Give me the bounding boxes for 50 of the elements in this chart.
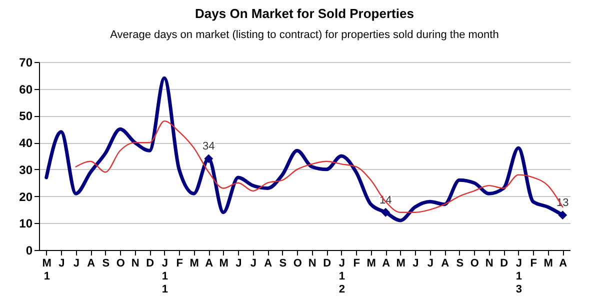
x-tick-label: A — [205, 258, 214, 270]
x-tick-label: N — [485, 258, 494, 270]
x-tick-label: J — [412, 258, 419, 270]
y-tick-label: 30 — [19, 162, 33, 177]
x-tick-label: J 1 3 — [516, 258, 522, 296]
x-tick-label: F — [176, 258, 184, 270]
x-tick-label: M — [396, 258, 406, 270]
x-tick-label: M — [366, 258, 376, 270]
x-tick-label: A — [441, 258, 450, 270]
y-tick-label: 20 — [19, 190, 33, 204]
x-tick-label: M — [219, 258, 228, 270]
x-tick-label: J 1 1 — [162, 258, 168, 296]
x-tick-label: J — [236, 258, 242, 270]
data-label: 34 — [202, 140, 215, 153]
x-tick-label: D — [146, 258, 154, 270]
x-tick-label: J — [250, 258, 256, 270]
x-tick-label: J — [427, 258, 434, 270]
x-tick-label: M — [190, 258, 199, 270]
y-tick-label: 60 — [19, 82, 33, 96]
x-tick-label: J 1 2 — [338, 258, 345, 296]
y-tick-label: 50 — [19, 109, 33, 124]
x-tick-label: J — [73, 258, 80, 270]
x-tick-label: M 1 — [42, 258, 52, 282]
x-tick-label: N — [131, 258, 140, 270]
y-tick-label: 40 — [19, 136, 33, 150]
x-tick-label: S — [456, 258, 464, 270]
x-tick-label: N — [308, 258, 316, 270]
x-tick-label: A — [87, 258, 96, 270]
y-tick-label: 0 — [26, 244, 33, 258]
x-tick-label: F — [353, 258, 360, 270]
x-tick-label: O — [470, 258, 480, 270]
point — [558, 210, 568, 220]
y-tick-label: 10 — [19, 216, 33, 231]
x-tick-label: M — [544, 258, 553, 270]
chart-title: Days On Market for Sold Properties — [195, 6, 414, 21]
x-tick-label: O — [293, 258, 302, 270]
x-tick-label: O — [116, 258, 126, 270]
x-tick-label: A — [559, 258, 568, 270]
x-tick-label: A — [264, 258, 272, 270]
point — [381, 208, 390, 217]
x-tick-label: S — [279, 258, 287, 270]
x-tick-label: A — [382, 258, 390, 270]
x-tick-label: J — [58, 258, 65, 270]
x-tick-label: S — [102, 258, 110, 270]
x-tick-label: D — [500, 258, 508, 270]
y-tick-label: 70 — [19, 56, 33, 70]
point — [204, 154, 214, 164]
x-tick-label: F — [530, 258, 538, 270]
chart-subtitle: Average days on market (listing to contract) for properties sold during the month — [110, 29, 499, 41]
x-tick-label: D — [323, 258, 332, 270]
